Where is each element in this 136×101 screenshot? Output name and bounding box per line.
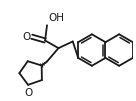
Text: OH: OH [48,13,64,23]
Text: O: O [23,32,31,42]
Text: O: O [24,88,32,98]
